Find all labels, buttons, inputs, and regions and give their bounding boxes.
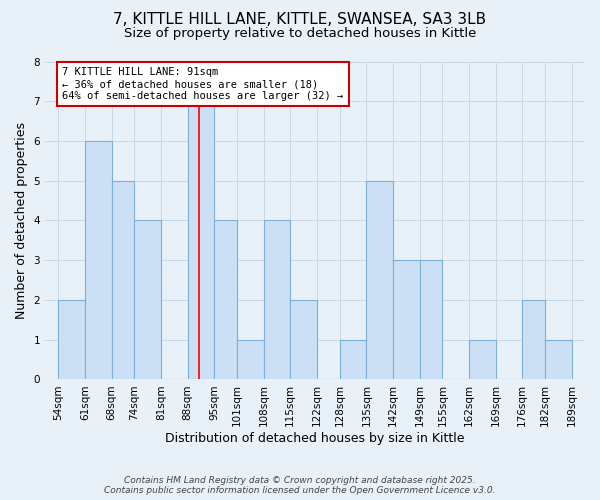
Bar — [188, 101, 214, 379]
Bar — [237, 340, 263, 380]
Bar — [263, 220, 290, 380]
Text: 7 KITTLE HILL LANE: 91sqm
← 36% of detached houses are smaller (18)
64% of semi-: 7 KITTLE HILL LANE: 91sqm ← 36% of detac… — [62, 68, 343, 100]
Text: 7, KITTLE HILL LANE, KITTLE, SWANSEA, SA3 3LB: 7, KITTLE HILL LANE, KITTLE, SWANSEA, SA… — [113, 12, 487, 28]
Bar — [367, 180, 393, 380]
Bar — [85, 141, 112, 380]
Bar — [58, 300, 85, 380]
Bar — [112, 180, 134, 380]
Bar — [290, 300, 317, 380]
Bar — [340, 340, 367, 380]
X-axis label: Distribution of detached houses by size in Kittle: Distribution of detached houses by size … — [165, 432, 465, 445]
Text: Contains HM Land Registry data © Crown copyright and database right 2025.
Contai: Contains HM Land Registry data © Crown c… — [104, 476, 496, 495]
Bar — [545, 340, 572, 380]
Y-axis label: Number of detached properties: Number of detached properties — [15, 122, 28, 319]
Bar — [134, 220, 161, 380]
Bar — [214, 220, 237, 380]
Bar — [393, 260, 419, 380]
Bar — [469, 340, 496, 380]
Bar — [419, 260, 442, 380]
Bar — [522, 300, 545, 380]
Text: Size of property relative to detached houses in Kittle: Size of property relative to detached ho… — [124, 28, 476, 40]
